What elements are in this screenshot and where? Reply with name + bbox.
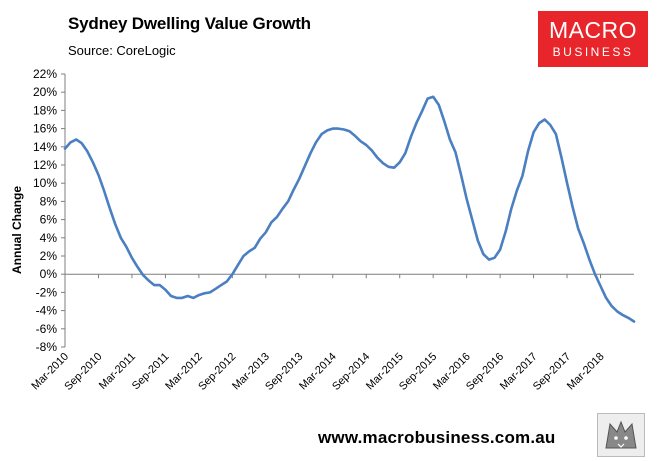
y-tick-label: 16% <box>33 122 57 136</box>
y-tick-label: 4% <box>40 231 58 245</box>
y-tick-label: 0% <box>40 267 58 281</box>
y-tick-label: 2% <box>40 249 58 263</box>
y-axis-label: Annual Change <box>10 185 24 275</box>
y-tick-label: 20% <box>33 85 57 99</box>
chart-title: Sydney Dwelling Value Growth <box>68 14 311 33</box>
y-tick-label: 22% <box>33 67 57 81</box>
x-axis-ticks: Mar-2010Sep-2010Mar-2011Sep-2011Mar-2012… <box>29 274 607 393</box>
macrobusiness-logo: MACRO BUSINESS <box>538 11 648 67</box>
y-tick-label: -8% <box>36 340 58 354</box>
y-tick-label: 6% <box>40 213 58 227</box>
series-line <box>63 95 636 323</box>
y-tick-label: -4% <box>36 304 58 318</box>
logo-line-2: BUSINESS <box>552 45 634 59</box>
y-tick-label: 12% <box>33 158 57 172</box>
chart-axes <box>64 74 634 347</box>
wolf-emblem <box>597 413 645 457</box>
y-tick-label: -2% <box>36 285 58 299</box>
logo-line-1: MACRO <box>548 17 638 43</box>
y-tick-label: 14% <box>33 140 57 154</box>
footer-url: www.macrobusiness.com.au <box>318 428 556 447</box>
y-axis-ticks: 22% 20% 18% 16% 14% 12% 10% 8% 6% 4% 2% 0% -2% -4% -6%… <box>33 67 65 354</box>
y-tick-label: -6% <box>36 322 58 336</box>
x-tick-label: Mar-2018 <box>565 351 607 393</box>
wolf-emblem-icon <box>605 420 637 449</box>
chart-source: Source: CoreLogic <box>68 43 176 58</box>
y-tick-label: 8% <box>40 194 58 208</box>
y-tick-label: 18% <box>33 103 57 117</box>
y-tick-label: 10% <box>33 176 57 190</box>
y-axis-label-container: Annual Change <box>6 170 28 290</box>
